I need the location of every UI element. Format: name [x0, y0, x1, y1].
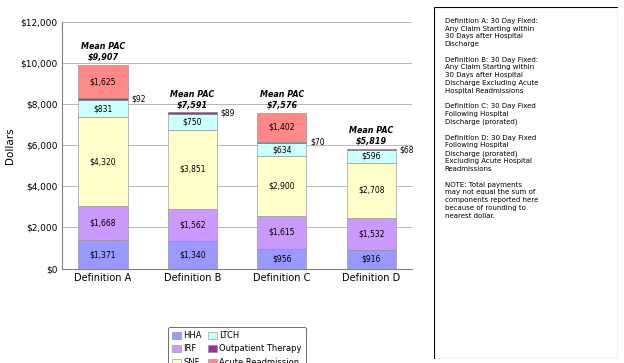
FancyBboxPatch shape: [434, 7, 618, 359]
Bar: [78, 206, 127, 240]
Text: $916: $916: [362, 255, 381, 264]
Bar: [257, 143, 306, 156]
Text: $1,371: $1,371: [90, 250, 116, 259]
Bar: [347, 163, 396, 218]
Text: $596: $596: [361, 152, 381, 161]
Y-axis label: Dollars: Dollars: [5, 127, 15, 163]
Text: $4,320: $4,320: [90, 157, 116, 166]
Text: Mean PAC
$5,819: Mean PAC $5,819: [349, 126, 394, 146]
Bar: [257, 216, 306, 249]
Bar: [347, 150, 396, 163]
Text: $92: $92: [131, 95, 145, 104]
Text: $68: $68: [399, 145, 414, 154]
Text: Definition A: 30 Day Fixed:
Any Claim Starting within
30 Days after Hospital
Dis: Definition A: 30 Day Fixed: Any Claim St…: [445, 18, 538, 219]
Text: $2,900: $2,900: [268, 182, 295, 191]
Bar: [168, 130, 217, 209]
Bar: [78, 100, 127, 117]
Bar: [168, 114, 217, 130]
Bar: [168, 241, 217, 269]
Text: $3,851: $3,851: [179, 165, 206, 174]
Bar: [78, 117, 127, 206]
Bar: [78, 65, 127, 98]
Bar: [168, 113, 217, 114]
Text: $1,625: $1,625: [90, 77, 116, 86]
Bar: [257, 249, 306, 269]
Text: $750: $750: [183, 118, 202, 126]
Text: $634: $634: [272, 145, 291, 154]
Bar: [347, 250, 396, 269]
Text: $2,708: $2,708: [358, 186, 384, 195]
Text: Mean PAC
$9,907: Mean PAC $9,907: [80, 42, 125, 62]
Text: $831: $831: [93, 104, 112, 113]
Text: $70: $70: [310, 138, 324, 147]
Text: $1,668: $1,668: [90, 219, 116, 228]
Text: $956: $956: [272, 254, 291, 263]
Text: Mean PAC
$7,591: Mean PAC $7,591: [170, 90, 215, 109]
Bar: [257, 156, 306, 216]
Text: $1,402: $1,402: [268, 123, 295, 132]
Bar: [257, 113, 306, 142]
Bar: [347, 218, 396, 250]
Bar: [168, 209, 217, 241]
Legend: HHA, IRF, SNF, LTCH, Outpatient Therapy, Acute Readmission: HHA, IRF, SNF, LTCH, Outpatient Therapy,…: [168, 327, 306, 363]
Bar: [78, 240, 127, 269]
Bar: [257, 142, 306, 143]
Text: Mean PAC
$7,576: Mean PAC $7,576: [260, 90, 304, 110]
Text: $1,532: $1,532: [358, 229, 384, 238]
Text: $89: $89: [220, 109, 235, 118]
Bar: [78, 98, 127, 100]
Text: $1,615: $1,615: [268, 228, 295, 237]
Text: $1,562: $1,562: [179, 220, 206, 229]
Text: $1,340: $1,340: [179, 250, 206, 259]
Bar: [347, 149, 396, 150]
